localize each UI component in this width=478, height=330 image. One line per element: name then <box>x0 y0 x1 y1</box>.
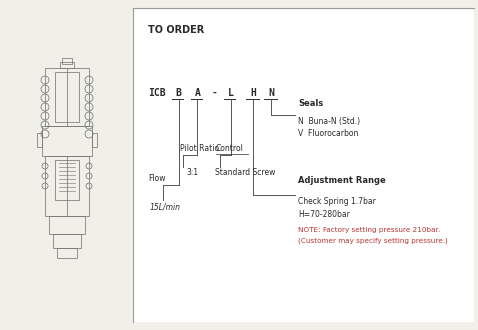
Text: Seals: Seals <box>298 99 323 108</box>
Bar <box>45 156 89 216</box>
Text: ICB: ICB <box>148 88 165 98</box>
Text: NOTE: Factory setting pressure 210bar.: NOTE: Factory setting pressure 210bar. <box>298 227 440 233</box>
Text: Standard Screw: Standard Screw <box>215 168 275 177</box>
Bar <box>49 216 85 234</box>
Text: -: - <box>212 88 218 98</box>
Text: L: L <box>228 88 234 98</box>
Text: Adjustment Range: Adjustment Range <box>298 176 386 185</box>
Text: Pilot Ratio: Pilot Ratio <box>180 144 219 153</box>
Bar <box>55 72 79 122</box>
Text: N  Buna-N (Std.): N Buna-N (Std.) <box>298 117 360 126</box>
Bar <box>57 248 77 258</box>
Bar <box>45 68 89 126</box>
Text: 3:1: 3:1 <box>186 168 198 177</box>
Text: 15L/min: 15L/min <box>150 202 181 211</box>
Text: (Customer may specify setting pressure.): (Customer may specify setting pressure.) <box>298 238 448 245</box>
Bar <box>37 133 42 147</box>
Text: A: A <box>195 88 201 98</box>
Text: Check Spring 1.7bar: Check Spring 1.7bar <box>298 197 376 206</box>
Text: Control: Control <box>216 144 244 153</box>
Text: H: H <box>250 88 256 98</box>
Bar <box>53 234 81 248</box>
Text: V  Fluorocarbon: V Fluorocarbon <box>298 129 358 138</box>
Bar <box>42 126 92 156</box>
Text: B: B <box>175 88 181 98</box>
Bar <box>60 62 74 68</box>
Text: N: N <box>268 88 274 98</box>
Bar <box>133 8 474 322</box>
Bar <box>62 58 72 64</box>
Bar <box>92 133 97 147</box>
Bar <box>55 160 79 200</box>
Text: H=70-280bar: H=70-280bar <box>298 210 350 219</box>
Text: TO ORDER: TO ORDER <box>148 25 204 35</box>
Text: Flow: Flow <box>148 174 165 183</box>
